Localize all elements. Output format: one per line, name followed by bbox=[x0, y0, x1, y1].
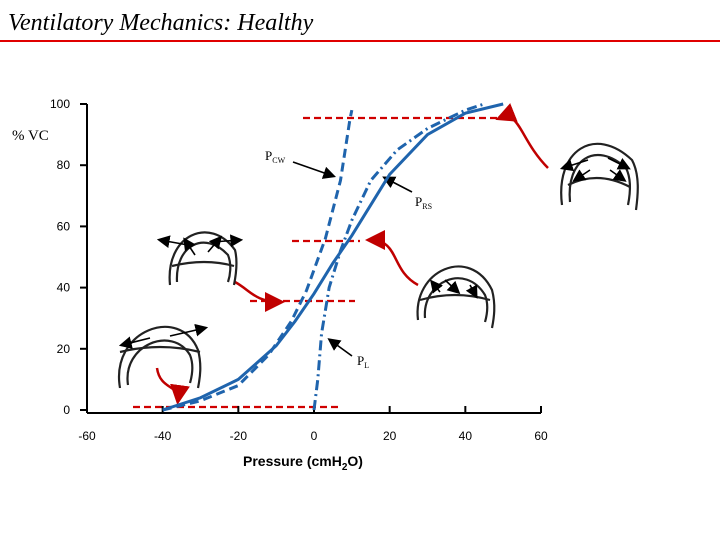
y-tick-label: 60 bbox=[57, 219, 71, 233]
y-axis-label: % VC bbox=[12, 128, 49, 144]
x-tick-label: -40 bbox=[154, 429, 172, 443]
series-label-sub: RS bbox=[422, 202, 432, 211]
series-label-text: P bbox=[265, 148, 272, 163]
y-tick-label: 0 bbox=[63, 403, 70, 417]
series-label: PCW bbox=[265, 148, 286, 165]
x-axis-label-after: O) bbox=[347, 453, 363, 469]
series-label-sub: L bbox=[364, 361, 369, 370]
y-tick-label: 20 bbox=[57, 342, 71, 356]
red-arrows bbox=[155, 103, 549, 405]
y-tick-label: 80 bbox=[57, 158, 71, 172]
series-line bbox=[162, 109, 354, 412]
series-label-text: P bbox=[415, 194, 422, 209]
x-tick-label: 60 bbox=[534, 429, 548, 443]
slide-title: Ventilatory Mechanics: Healthy bbox=[8, 10, 314, 36]
series-line bbox=[312, 102, 485, 411]
x-tick-label: 0 bbox=[311, 429, 318, 443]
series-line bbox=[162, 102, 504, 412]
series-label-text: P bbox=[357, 353, 364, 368]
x-axis-label-text: Pressure (cmH bbox=[243, 453, 342, 469]
series-label-sub: CW bbox=[272, 156, 285, 165]
x-axis-label-sub: 2 bbox=[342, 462, 348, 473]
series-label: PL bbox=[357, 353, 369, 370]
x-axis-label: Pressure (cmH2O) bbox=[243, 453, 363, 473]
series-label: PRS bbox=[415, 194, 432, 211]
x-tick-label: 20 bbox=[383, 429, 397, 443]
y-tick-label: 40 bbox=[57, 281, 71, 295]
lung-icons bbox=[117, 142, 639, 389]
x-tick-label: 40 bbox=[459, 429, 473, 443]
black-arrows bbox=[292, 161, 413, 357]
x-tick-label: -20 bbox=[230, 429, 248, 443]
x-tick-label: -60 bbox=[78, 429, 96, 443]
y-tick-label: 100 bbox=[50, 97, 70, 111]
